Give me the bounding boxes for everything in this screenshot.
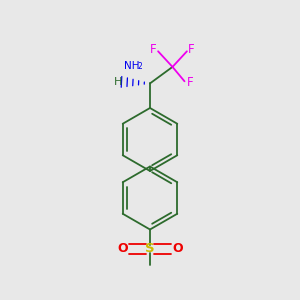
Text: F: F — [150, 43, 157, 56]
Text: H: H — [113, 77, 122, 87]
Text: O: O — [172, 242, 183, 256]
Text: 2: 2 — [137, 62, 142, 71]
Text: F: F — [188, 43, 195, 56]
Text: NH: NH — [124, 61, 140, 71]
Text: S: S — [145, 242, 155, 256]
Text: F: F — [187, 76, 193, 89]
Text: O: O — [117, 242, 128, 256]
